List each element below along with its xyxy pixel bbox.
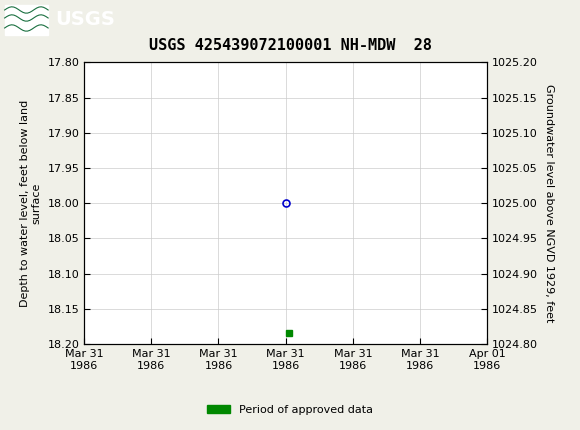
- Y-axis label: Depth to water level, feet below land
surface: Depth to water level, feet below land su…: [20, 100, 42, 307]
- Text: USGS 425439072100001 NH-MDW  28: USGS 425439072100001 NH-MDW 28: [148, 38, 432, 52]
- Y-axis label: Groundwater level above NGVD 1929, feet: Groundwater level above NGVD 1929, feet: [543, 84, 554, 322]
- Legend: Period of approved data: Period of approved data: [203, 400, 377, 419]
- FancyBboxPatch shape: [5, 5, 48, 35]
- Text: USGS: USGS: [55, 10, 115, 30]
